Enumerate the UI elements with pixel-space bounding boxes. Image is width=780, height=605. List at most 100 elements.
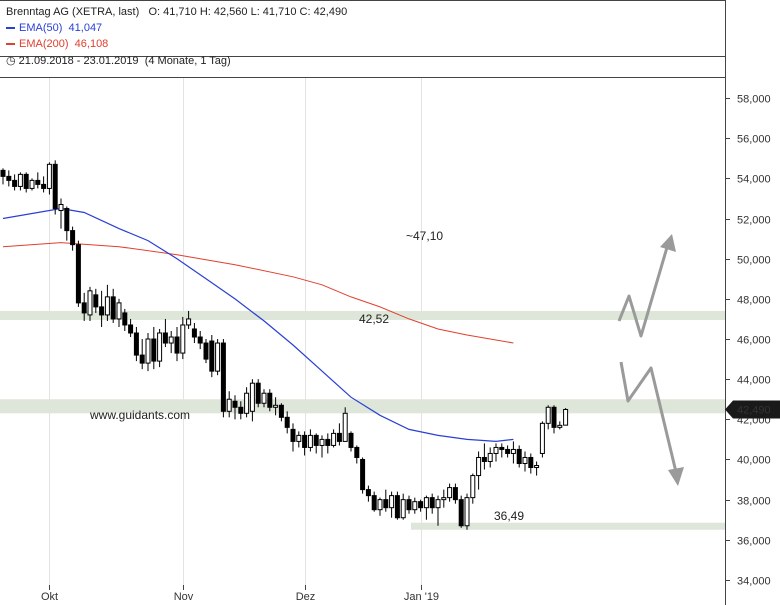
candle (464, 493, 470, 530)
candle-body (261, 392, 267, 404)
candle-body (493, 446, 499, 454)
candle (17, 172, 23, 191)
candle-body (87, 290, 93, 316)
date-range-detail: (4 Monate, 1 Tag) (144, 55, 231, 67)
candle-body (93, 294, 99, 308)
candle-body (418, 501, 424, 509)
candle-body (267, 392, 273, 408)
y-tick-label: 50,000 (737, 255, 771, 267)
candle-body (174, 336, 180, 354)
candle (168, 330, 174, 354)
candle-body (186, 318, 192, 326)
candle (539, 421, 545, 458)
candle-body (458, 499, 464, 527)
candle (435, 495, 441, 526)
candle-body (104, 296, 110, 316)
candle (505, 445, 511, 458)
candle (516, 445, 522, 468)
y-tick-label: 58,000 (737, 94, 771, 106)
candle (99, 290, 105, 327)
candle (151, 326, 157, 370)
candle (232, 395, 238, 420)
candle (197, 330, 203, 350)
candle-body (464, 497, 470, 527)
candle (41, 176, 47, 193)
candle (180, 316, 186, 360)
candle-body (209, 340, 215, 372)
candle (458, 495, 464, 528)
candle-body (296, 434, 302, 442)
candle (534, 461, 540, 476)
candle (267, 389, 273, 412)
candle-body (29, 179, 35, 189)
candle (383, 489, 389, 512)
x-tick-label: Okt (41, 591, 58, 603)
candle (0, 168, 6, 185)
candle-body (12, 179, 18, 187)
last-price-badge (725, 400, 780, 419)
candle-body (528, 456, 534, 469)
y-tick-label: 36,000 (737, 536, 771, 548)
candle (394, 491, 400, 520)
candle (551, 405, 557, 434)
candle-body (389, 495, 395, 509)
candle-body (336, 432, 342, 442)
ema200-value: 46,108 (74, 38, 109, 50)
candle-body (215, 342, 221, 372)
annotation-low: 36,49 (494, 509, 525, 523)
candle (122, 308, 128, 331)
candle-body (539, 422, 545, 454)
candle (418, 499, 424, 512)
candle-body (128, 324, 134, 334)
candle (319, 435, 325, 458)
candle (406, 495, 412, 514)
bearish-arrowhead (668, 467, 684, 486)
candle-body (319, 438, 325, 446)
candle-body (238, 406, 244, 414)
candle-body (400, 499, 406, 519)
candle-body (499, 446, 505, 450)
candle (6, 170, 12, 187)
candle-body (151, 338, 157, 362)
candle-body (470, 475, 476, 499)
ohlc-readout: O: 41,710 H: 42,560 L: 41,710 C: 42,490 (148, 6, 348, 18)
candle (342, 407, 348, 442)
candle-body (510, 448, 516, 454)
candle (336, 423, 342, 446)
candle-body (371, 495, 377, 511)
candle-body (273, 404, 279, 408)
y-tick-label: 44,000 (737, 375, 771, 387)
candle-body (255, 382, 261, 404)
ema200-label: EMA(200) (19, 38, 69, 50)
y-tick-label: 38,000 (737, 496, 771, 508)
candle (365, 485, 371, 502)
candle-body (307, 434, 313, 448)
x-tick-label: Dez (296, 591, 316, 603)
candle-body (284, 416, 290, 428)
candle-body (116, 302, 122, 320)
candle (313, 433, 319, 454)
candle-body (522, 456, 528, 465)
candle (389, 491, 395, 518)
candle-body (354, 446, 360, 458)
x-axis: Okt Nov Dez Jan '19 (41, 585, 439, 603)
candle (499, 443, 505, 458)
candle (29, 178, 35, 191)
candle-body (377, 499, 383, 511)
candle-body (452, 487, 458, 501)
ema50-legend: EMA(50) 41,047 (6, 21, 102, 36)
candle (481, 443, 487, 470)
candle-body (313, 434, 319, 446)
zone-label-47: ~47,10 (406, 229, 444, 243)
last-price-label: 42,490 (737, 404, 771, 416)
y-tick-label: 34,000 (737, 576, 771, 588)
candle-body (557, 424, 563, 428)
watermark-text: www.guidants.com (90, 408, 191, 422)
candle (12, 174, 18, 191)
y-tick-label: 56,000 (737, 134, 771, 146)
candle (412, 497, 418, 514)
candle (487, 447, 493, 468)
candle (174, 326, 180, 362)
candle-body (348, 432, 354, 448)
candle (191, 322, 197, 344)
